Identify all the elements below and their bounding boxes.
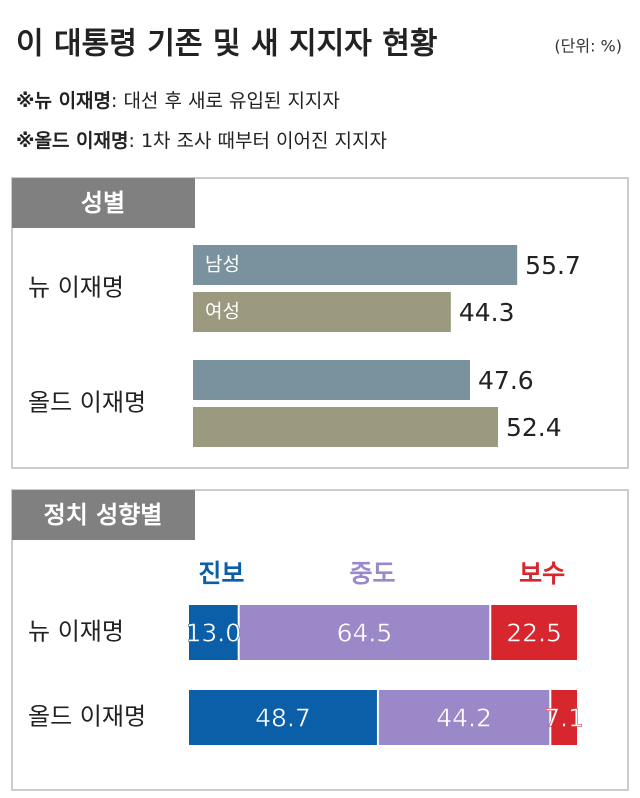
note-text: : 대선 후 새로 유입된 지지자 xyxy=(111,90,340,112)
bar xyxy=(193,292,451,332)
value-label: 48.7 xyxy=(255,704,311,733)
panel-header xyxy=(12,490,195,540)
category-label: 뉴 이재명 xyxy=(28,618,124,646)
category-label: 뉴 이재명 xyxy=(28,274,124,302)
value-label: 44.2 xyxy=(436,704,492,733)
legend-label: 남성 xyxy=(205,254,240,276)
panel-title: 성별 xyxy=(81,189,125,217)
value-label: 13.0 xyxy=(186,619,242,648)
panel-header xyxy=(12,178,195,228)
category-label: 올드 이재명 xyxy=(28,389,146,417)
unit: (단위: %) xyxy=(554,37,622,56)
legend-label: 여성 xyxy=(205,301,240,323)
note-label: ※올드 이재명 xyxy=(16,130,129,152)
value-label: 55.7 xyxy=(525,251,581,280)
bar-segment xyxy=(378,690,550,745)
note: ※뉴 이재명: 대선 후 새로 유입된 지지자 xyxy=(16,90,340,112)
value-label: 52.4 xyxy=(506,413,562,442)
value-label: 22.5 xyxy=(506,619,562,648)
bar-segment xyxy=(189,605,238,660)
category-label: 올드 이재명 xyxy=(28,703,146,731)
legend-label: 중도 xyxy=(349,559,395,588)
note-text: : 1차 조사 때부터 이어진 지지자 xyxy=(129,130,387,152)
bar xyxy=(193,407,498,447)
value-label: 47.6 xyxy=(478,366,534,395)
title: 이 대통령 기존 및 새 지지자 현황 xyxy=(16,27,437,62)
legend-label: 진보 xyxy=(198,559,244,588)
bar-segment xyxy=(239,605,490,660)
bar xyxy=(193,360,471,400)
note-label: ※뉴 이재명 xyxy=(16,90,111,112)
bar-segment xyxy=(189,690,377,745)
panel-title: 정치 성향별 xyxy=(44,501,163,529)
note: ※올드 이재명: 1차 조사 때부터 이어진 지지자 xyxy=(16,130,387,152)
value-label: 7.1 xyxy=(544,704,584,733)
bar-segment xyxy=(491,605,577,660)
bar xyxy=(193,245,518,285)
legend-label: 보수 xyxy=(519,559,565,588)
value-label: 64.5 xyxy=(337,619,393,648)
value-label: 44.3 xyxy=(459,298,515,327)
bar-segment xyxy=(551,690,577,745)
